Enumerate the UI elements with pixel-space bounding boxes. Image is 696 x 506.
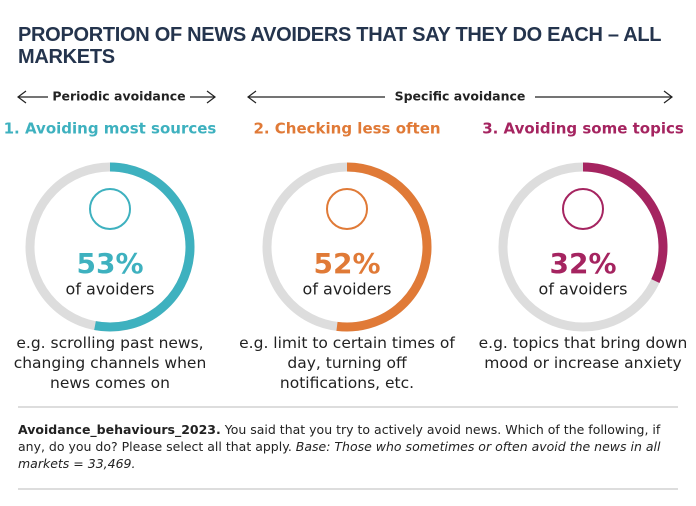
- donut-arc: [94, 162, 195, 332]
- footnote-base: Base: Those who sometimes or often avoid…: [18, 439, 661, 471]
- category-label: 2. Checking less often: [253, 120, 440, 138]
- category-label: 3. Avoiding some topics: [482, 120, 684, 138]
- arrow-head: [17, 90, 27, 104]
- example-text: e.g. scrolling past news, changing chann…: [13, 334, 207, 392]
- icon: [562, 188, 604, 230]
- arrow-head: [663, 90, 673, 104]
- example-text: e.g. limit to certain times of day, turn…: [239, 334, 455, 392]
- footnote-code: Avoidance_behaviours_2023.: [18, 422, 221, 437]
- value-caption: of avoiders: [66, 280, 155, 299]
- footnote-question: You said that you try to actively avoid …: [18, 422, 661, 454]
- footnote: Avoidance_behaviours_2023. You said that…: [18, 421, 668, 472]
- category-label: 1. Avoiding most sources: [4, 120, 217, 138]
- icon: [89, 188, 131, 230]
- value-label: 32%: [549, 247, 616, 280]
- donut-arc: [336, 162, 432, 332]
- value-label: 53%: [76, 247, 143, 280]
- arrow-head: [206, 90, 216, 104]
- value-caption: of avoiders: [539, 280, 628, 299]
- group-label: Specific avoidance: [395, 89, 526, 104]
- example-text: e.g. topics that bring down mood or incr…: [478, 334, 688, 372]
- arrow-head: [247, 90, 257, 104]
- chart-title: PROPORTION OF NEWS AVOIDERS THAT SAY THE…: [18, 24, 661, 68]
- icon: [326, 188, 368, 230]
- donut-arc: [582, 162, 668, 283]
- value-caption: of avoiders: [303, 280, 392, 299]
- value-label: 52%: [313, 247, 380, 280]
- group-label: Periodic avoidance: [52, 89, 185, 104]
